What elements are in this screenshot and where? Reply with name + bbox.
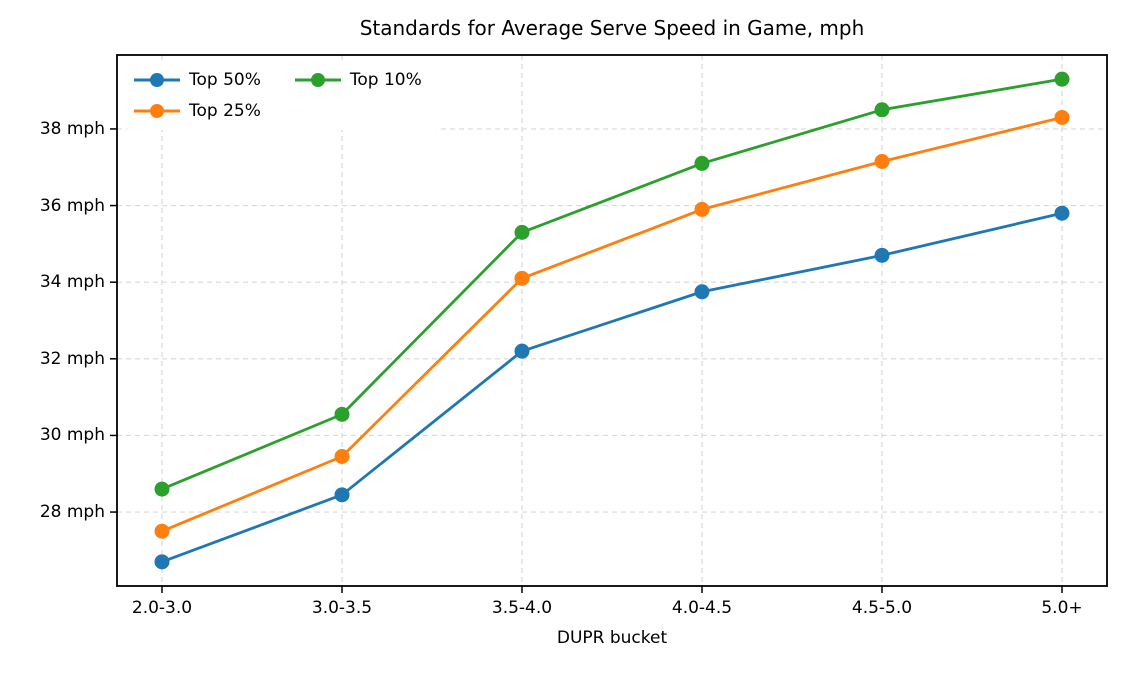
data-point [1054, 205, 1070, 221]
data-point [514, 343, 530, 359]
data-point [694, 201, 710, 217]
chart-title: Standards for Average Serve Speed in Gam… [359, 16, 865, 40]
data-point [1054, 71, 1070, 87]
data-point [514, 224, 530, 240]
legend-item-label: Top 25% [189, 100, 261, 121]
series-line-top-25- [160, 116, 1064, 533]
data-point [334, 449, 350, 465]
data-point [874, 102, 890, 118]
data-point [694, 155, 710, 171]
data-point [874, 247, 890, 263]
axes-spines [116, 54, 1108, 587]
legend-marker-icon [294, 72, 341, 87]
legend-item: Top 10% [294, 64, 422, 95]
data-point [334, 487, 350, 503]
y-tick-label: 36 mph [39, 195, 105, 216]
y-tick-label: 32 mph [39, 348, 105, 369]
data-point [154, 523, 170, 539]
series-line-top-10- [160, 77, 1064, 491]
x-tick-label: 4.5-5.0 [851, 598, 913, 618]
data-point [874, 154, 890, 170]
x-tick-label: 5.0+ [1041, 598, 1083, 618]
legend: Top 50% Top 25% Top 10% [126, 60, 438, 130]
data-point [694, 284, 710, 300]
data-point [334, 406, 350, 422]
legend-item: Top 25% [134, 95, 261, 126]
data-point [154, 481, 170, 497]
x-tick-label: 3.5-4.0 [491, 598, 553, 618]
x-tick-label: 3.0-3.5 [311, 598, 373, 618]
data-point [154, 554, 170, 570]
y-tick-label: 30 mph [39, 425, 105, 446]
legend-marker-icon [134, 103, 180, 118]
data-point [514, 270, 530, 286]
y-tick-label: 34 mph [39, 272, 105, 293]
x-tick-label: 4.0-4.5 [671, 598, 733, 618]
x-tick-label: 2.0-3.0 [131, 598, 193, 618]
series-line-top-50- [160, 211, 1064, 564]
legend-item-label: Top 50% [189, 69, 261, 90]
y-tick-label: 28 mph [39, 502, 105, 523]
y-tick-label: 38 mph [39, 118, 105, 139]
x-axis-label: DUPR bucket [556, 628, 668, 648]
legend-item-label: Top 10% [349, 69, 422, 90]
legend-item: Top 50% [134, 64, 261, 95]
data-point [1054, 109, 1070, 125]
legend-marker-icon [134, 72, 180, 87]
